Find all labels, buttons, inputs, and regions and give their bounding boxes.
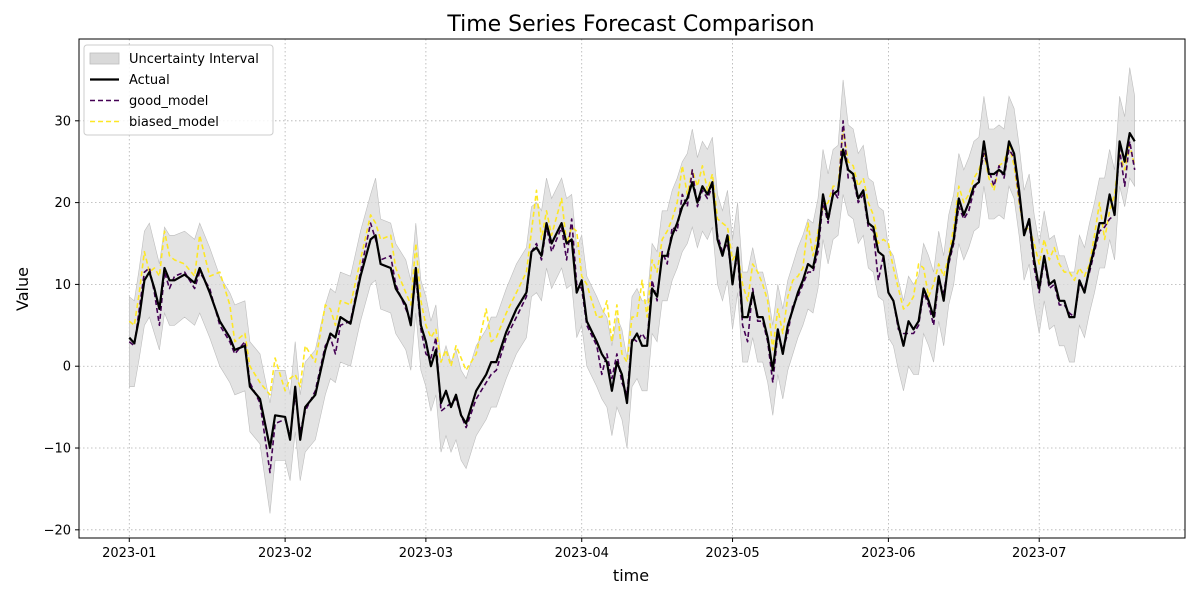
legend-label-biased-model: biased_model xyxy=(129,115,219,130)
x-tick-label: 2023-02 xyxy=(258,546,312,561)
y-tick-label: −10 xyxy=(44,442,71,457)
legend: Uncertainty Interval Actual good_modelbias… xyxy=(83,44,274,136)
uncertainty-interval-band xyxy=(129,67,1135,514)
series-line-biased-model xyxy=(128,128,1136,396)
x-tick-label: 2023-07 xyxy=(1012,546,1066,561)
y-tick-label: 20 xyxy=(54,196,71,211)
x-tick-label: 2023-04 xyxy=(555,546,609,561)
uncertainty-band-layer xyxy=(129,67,1135,514)
legend-label-uncertainty-interval: Uncertainty Interval xyxy=(129,52,259,67)
series-layer xyxy=(128,120,1136,474)
x-tick-label: 2023-03 xyxy=(399,546,453,561)
legend-box xyxy=(83,44,274,136)
x-tick-label: 2023-05 xyxy=(705,546,759,561)
plot-frame xyxy=(78,38,1186,539)
chart-title: Time Series Forecast Comparison xyxy=(446,12,814,37)
y-tick-label: 0 xyxy=(63,360,71,375)
legend-label-actual: Actual xyxy=(129,73,170,88)
x-axis-label: time xyxy=(613,566,649,585)
y-tick-label: −20 xyxy=(44,523,71,538)
legend-items: Uncertainty Interval Actual good_modelbias… xyxy=(89,52,259,130)
axes: −20 −10 0 10 20 30 2023-01 2023-02 2023-03 2023-0… xyxy=(44,114,1067,561)
series-line-actual xyxy=(128,132,1136,450)
legend-swatch-uncertainty-interval xyxy=(89,52,120,65)
x-tick-label: 2023-06 xyxy=(861,546,915,561)
y-tick-label: 10 xyxy=(54,278,71,293)
y-axis-label: Value xyxy=(13,267,32,311)
x-tick-label: 2023-01 xyxy=(102,546,156,561)
legend-label-good-model: good_model xyxy=(129,94,208,109)
y-tick-label: 30 xyxy=(54,114,71,129)
